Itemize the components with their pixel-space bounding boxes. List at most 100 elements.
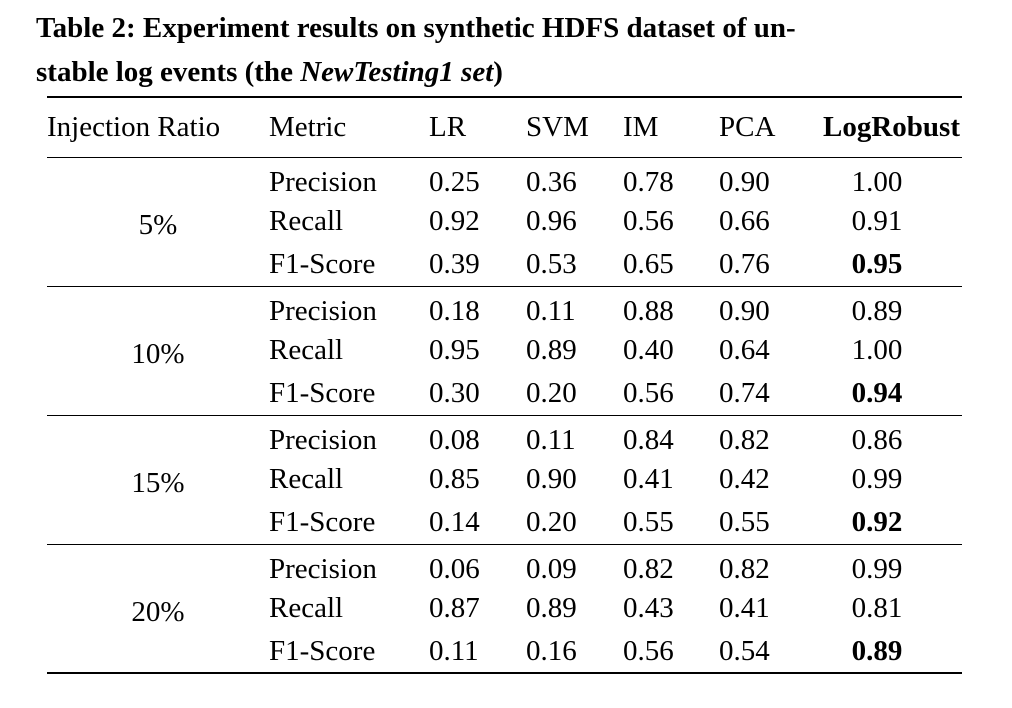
svm-value: 0.20: [526, 505, 577, 538]
metric-cell: F1-Score: [269, 376, 376, 409]
im-value: 0.56: [623, 634, 674, 667]
svm-value: 0.36: [526, 166, 577, 199]
header-svm: SVM: [526, 110, 589, 143]
metric-cell: Recall: [269, 463, 344, 495]
table-row: 10% Precision 0.18 0.11 0.88 0.90 0.89: [47, 286, 962, 370]
logrobust-value: 1.00: [851, 334, 903, 366]
im-value: 0.65: [623, 247, 674, 280]
logrobust-value: 0.89: [851, 295, 903, 328]
svm-value: 0.16: [526, 634, 577, 667]
table-header: Injection Ratio Metric LR SVM IM PCA Log…: [47, 97, 962, 157]
caption-line2-pre: stable log events (the: [36, 56, 301, 88]
pca-value: 0.66: [719, 205, 770, 237]
pca-value: 0.41: [719, 592, 770, 624]
table-row: Recall 0.85 0.90 0.41 0.42 0.99: [47, 458, 962, 501]
header-row: Injection Ratio Metric LR SVM IM PCA Log…: [47, 97, 962, 157]
header-im: IM: [623, 110, 659, 143]
results-table: Injection Ratio Metric LR SVM IM PCA Log…: [47, 96, 962, 674]
header-injection-ratio: Injection Ratio: [47, 110, 221, 143]
im-value: 0.55: [623, 505, 674, 538]
header-metric: Metric: [269, 110, 347, 143]
metric-cell: Precision: [269, 166, 377, 199]
lr-value: 0.11: [429, 634, 479, 667]
lr-value: 0.08: [429, 424, 480, 457]
table-row: 20% Precision 0.06 0.09 0.82 0.82 0.99: [47, 544, 962, 628]
header-pca: PCA: [719, 110, 776, 143]
im-value: 0.56: [623, 205, 674, 237]
svm-value: 0.96: [526, 205, 577, 237]
lr-value: 0.18: [429, 295, 480, 328]
logrobust-value: 0.99: [851, 553, 903, 586]
caption-line1: Table 2: Experiment results on synthetic…: [36, 12, 796, 44]
im-value: 0.43: [623, 592, 674, 624]
injection-ratio-cell: 5%: [138, 209, 178, 241]
im-value: 0.78: [623, 166, 674, 199]
lr-value: 0.25: [429, 166, 480, 199]
pca-value: 0.90: [719, 295, 770, 328]
caption-line2-post: ): [493, 56, 503, 88]
pca-value: 0.82: [719, 424, 770, 457]
metric-cell: Precision: [269, 295, 377, 328]
svm-value: 0.89: [526, 592, 577, 624]
lr-value: 0.95: [429, 334, 480, 366]
pca-value: 0.55: [719, 505, 770, 538]
group-5-percent: 5% Precision 0.25 0.36 0.78 0.90 1.00 Re…: [47, 157, 962, 286]
header-lr: LR: [429, 110, 467, 143]
header-logrobust: LogRobust: [823, 110, 960, 143]
group-15-percent: 15% Precision 0.08 0.11 0.84 0.82 0.86 R…: [47, 415, 962, 544]
table-row: 15% Precision 0.08 0.11 0.84 0.82 0.86: [47, 415, 962, 499]
injection-ratio-cell: 15%: [131, 467, 185, 499]
lr-value: 0.92: [429, 205, 480, 237]
svm-value: 0.90: [526, 463, 577, 495]
lr-value: 0.06: [429, 553, 480, 586]
table-row: F1-Score 0.14 0.20 0.55 0.55 0.92: [47, 501, 962, 544]
group-10-percent: 10% Precision 0.18 0.11 0.88 0.90 0.89 R…: [47, 286, 962, 415]
logrobust-value: 0.81: [851, 592, 903, 624]
pca-value: 0.42: [719, 463, 770, 495]
logrobust-value: 0.86: [851, 424, 903, 457]
svm-value: 0.11: [526, 424, 576, 457]
pca-value: 0.82: [719, 553, 770, 586]
metric-cell: Recall: [269, 334, 344, 366]
im-value: 0.88: [623, 295, 674, 328]
group-20-percent: 20% Precision 0.06 0.09 0.82 0.82 0.99 R…: [47, 544, 962, 673]
pca-value: 0.74: [719, 376, 770, 409]
logrobust-value: 0.91: [851, 205, 903, 237]
svm-value: 0.09: [526, 553, 577, 586]
table-row: Recall 0.87 0.89 0.43 0.41 0.81: [47, 587, 962, 630]
logrobust-best-value: 0.92: [851, 505, 903, 538]
table-row: F1-Score 0.30 0.20 0.56 0.74 0.94: [47, 372, 962, 415]
logrobust-value: 1.00: [851, 166, 903, 199]
pca-value: 0.76: [719, 247, 770, 280]
pca-value: 0.54: [719, 634, 770, 667]
pca-value: 0.90: [719, 166, 770, 199]
injection-ratio-cell: 10%: [131, 338, 185, 370]
metric-cell: F1-Score: [269, 634, 376, 667]
metric-cell: F1-Score: [269, 505, 376, 538]
pca-value: 0.64: [719, 334, 770, 366]
logrobust-best-value: 0.94: [851, 376, 903, 409]
table-row: 5% Precision 0.25 0.36 0.78 0.90 1.00: [47, 157, 962, 241]
im-value: 0.40: [623, 334, 674, 366]
svm-value: 0.11: [526, 295, 576, 328]
metric-cell: Precision: [269, 553, 377, 586]
svm-value: 0.20: [526, 376, 577, 409]
im-value: 0.84: [623, 424, 674, 457]
lr-value: 0.87: [429, 592, 480, 624]
lr-value: 0.85: [429, 463, 480, 495]
svm-value: 0.89: [526, 334, 577, 366]
logrobust-value: 0.99: [851, 463, 903, 495]
caption-italic-set-name: NewTesting1 set: [300, 56, 494, 88]
table-row: F1-Score 0.11 0.16 0.56 0.54 0.89: [47, 630, 962, 673]
table-row: F1-Score 0.39 0.53 0.65 0.76 0.95: [47, 243, 962, 286]
metric-cell: Recall: [269, 592, 344, 624]
table-row: Recall 0.95 0.89 0.40 0.64 1.00: [47, 329, 962, 372]
im-value: 0.82: [623, 553, 674, 586]
table-caption: Table 2: Experiment results on synthetic…: [36, 6, 996, 94]
injection-ratio-cell: 20%: [131, 595, 185, 628]
im-value: 0.56: [623, 376, 674, 409]
metric-cell: F1-Score: [269, 247, 376, 280]
im-value: 0.41: [623, 463, 674, 495]
metric-cell: Precision: [269, 424, 377, 457]
lr-value: 0.39: [429, 247, 480, 280]
